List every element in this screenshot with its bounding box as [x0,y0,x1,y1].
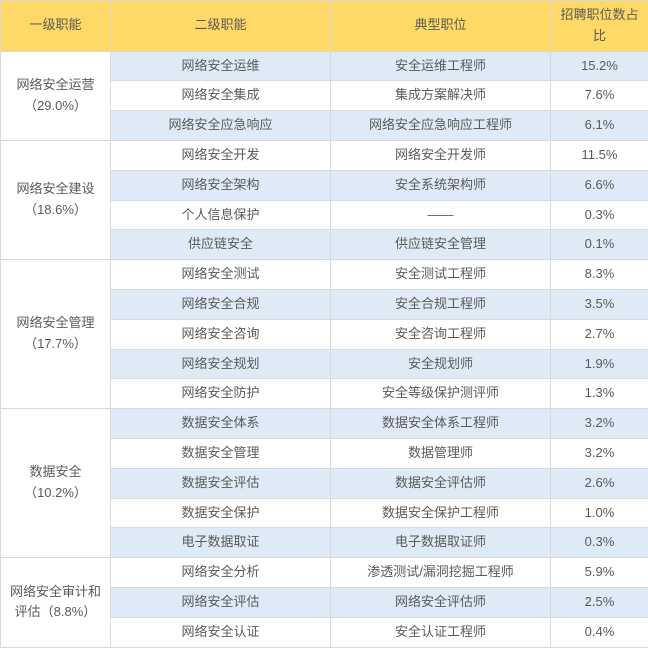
subfunction-cell: 个人信息保护 [111,200,331,230]
role-cell: 安全系统架构师 [331,170,551,200]
table-row: 网络安全建设（18.6%）网络安全开发网络安全开发师11.5% [1,140,648,170]
role-cell: 网络安全应急响应工程师 [331,111,551,141]
category-cell: 网络安全建设（18.6%） [1,140,111,259]
percentage-cell: 0.3% [551,200,648,230]
percentage-cell: 15.2% [551,51,648,81]
percentage-cell: 11.5% [551,140,648,170]
percentage-cell: 5.9% [551,558,648,588]
category-cell: 数据安全（10.2%） [1,409,111,558]
role-cell: 渗透测试/漏洞挖掘工程师 [331,558,551,588]
subfunction-cell: 数据安全管理 [111,438,331,468]
subfunction-cell: 网络安全架构 [111,170,331,200]
percentage-cell: 6.1% [551,111,648,141]
subfunction-cell: 电子数据取证 [111,528,331,558]
subfunction-cell: 网络安全运维 [111,51,331,81]
role-cell: 安全测试工程师 [331,260,551,290]
subfunction-cell: 数据安全保护 [111,498,331,528]
subfunction-cell: 供应链安全 [111,230,331,260]
subfunction-cell: 网络安全规划 [111,349,331,379]
role-cell: 供应链安全管理 [331,230,551,260]
percentage-cell: 0.1% [551,230,648,260]
subfunction-cell: 网络安全咨询 [111,319,331,349]
role-cell: 数据安全评估师 [331,468,551,498]
percentage-cell: 7.6% [551,81,648,111]
percentage-cell: 3.2% [551,409,648,439]
percentage-cell: 2.7% [551,319,648,349]
table-row: 数据安全（10.2%）数据安全体系数据安全体系工程师3.2% [1,409,648,439]
column-header: 二级职能 [111,1,331,52]
table-header: 一级职能二级职能典型职位招聘职位数占比 [1,1,648,52]
role-cell: 数据管理师 [331,438,551,468]
role-cell: 安全等级保护测评师 [331,379,551,409]
percentage-cell: 0.3% [551,528,648,558]
column-header: 招聘职位数占比 [551,1,648,52]
subfunction-cell: 网络安全合规 [111,289,331,319]
role-cell: 数据安全保护工程师 [331,498,551,528]
percentage-cell: 1.3% [551,379,648,409]
role-cell: 集成方案解决师 [331,81,551,111]
role-cell: 安全运维工程师 [331,51,551,81]
subfunction-cell: 网络安全集成 [111,81,331,111]
percentage-cell: 1.0% [551,498,648,528]
role-cell: 数据安全体系工程师 [331,409,551,439]
percentage-cell: 8.3% [551,260,648,290]
table-row: 网络安全管理（17.7%）网络安全测试安全测试工程师8.3% [1,260,648,290]
percentage-cell: 3.2% [551,438,648,468]
table-body: 网络安全运营（29.0%）网络安全运维安全运维工程师15.2%网络安全集成集成方… [1,51,648,647]
subfunction-cell: 网络安全防护 [111,379,331,409]
subfunction-cell: 网络安全应急响应 [111,111,331,141]
subfunction-cell: 网络安全分析 [111,558,331,588]
column-header: 一级职能 [1,1,111,52]
table-row: 网络安全审计和评估（8.8%）网络安全分析渗透测试/漏洞挖掘工程师5.9% [1,558,648,588]
percentage-cell: 6.6% [551,170,648,200]
percentage-cell: 3.5% [551,289,648,319]
role-cell: 安全咨询工程师 [331,319,551,349]
subfunction-cell: 数据安全评估 [111,468,331,498]
role-cell: 安全合规工程师 [331,289,551,319]
role-cell: 网络安全评估师 [331,587,551,617]
percentage-cell: 2.6% [551,468,648,498]
subfunction-cell: 网络安全开发 [111,140,331,170]
role-cell: 电子数据取证师 [331,528,551,558]
role-cell: —— [331,200,551,230]
subfunction-cell: 网络安全评估 [111,587,331,617]
subfunction-cell: 网络安全测试 [111,260,331,290]
percentage-cell: 1.9% [551,349,648,379]
table-row: 网络安全运营（29.0%）网络安全运维安全运维工程师15.2% [1,51,648,81]
category-cell: 网络安全审计和评估（8.8%） [1,558,111,647]
category-cell: 网络安全管理（17.7%） [1,260,111,409]
column-header: 典型职位 [331,1,551,52]
role-cell: 安全规划师 [331,349,551,379]
percentage-cell: 2.5% [551,587,648,617]
role-cell: 网络安全开发师 [331,140,551,170]
subfunction-cell: 数据安全体系 [111,409,331,439]
category-cell: 网络安全运营（29.0%） [1,51,111,140]
job-function-table: 一级职能二级职能典型职位招聘职位数占比 网络安全运营（29.0%）网络安全运维安… [0,0,648,648]
